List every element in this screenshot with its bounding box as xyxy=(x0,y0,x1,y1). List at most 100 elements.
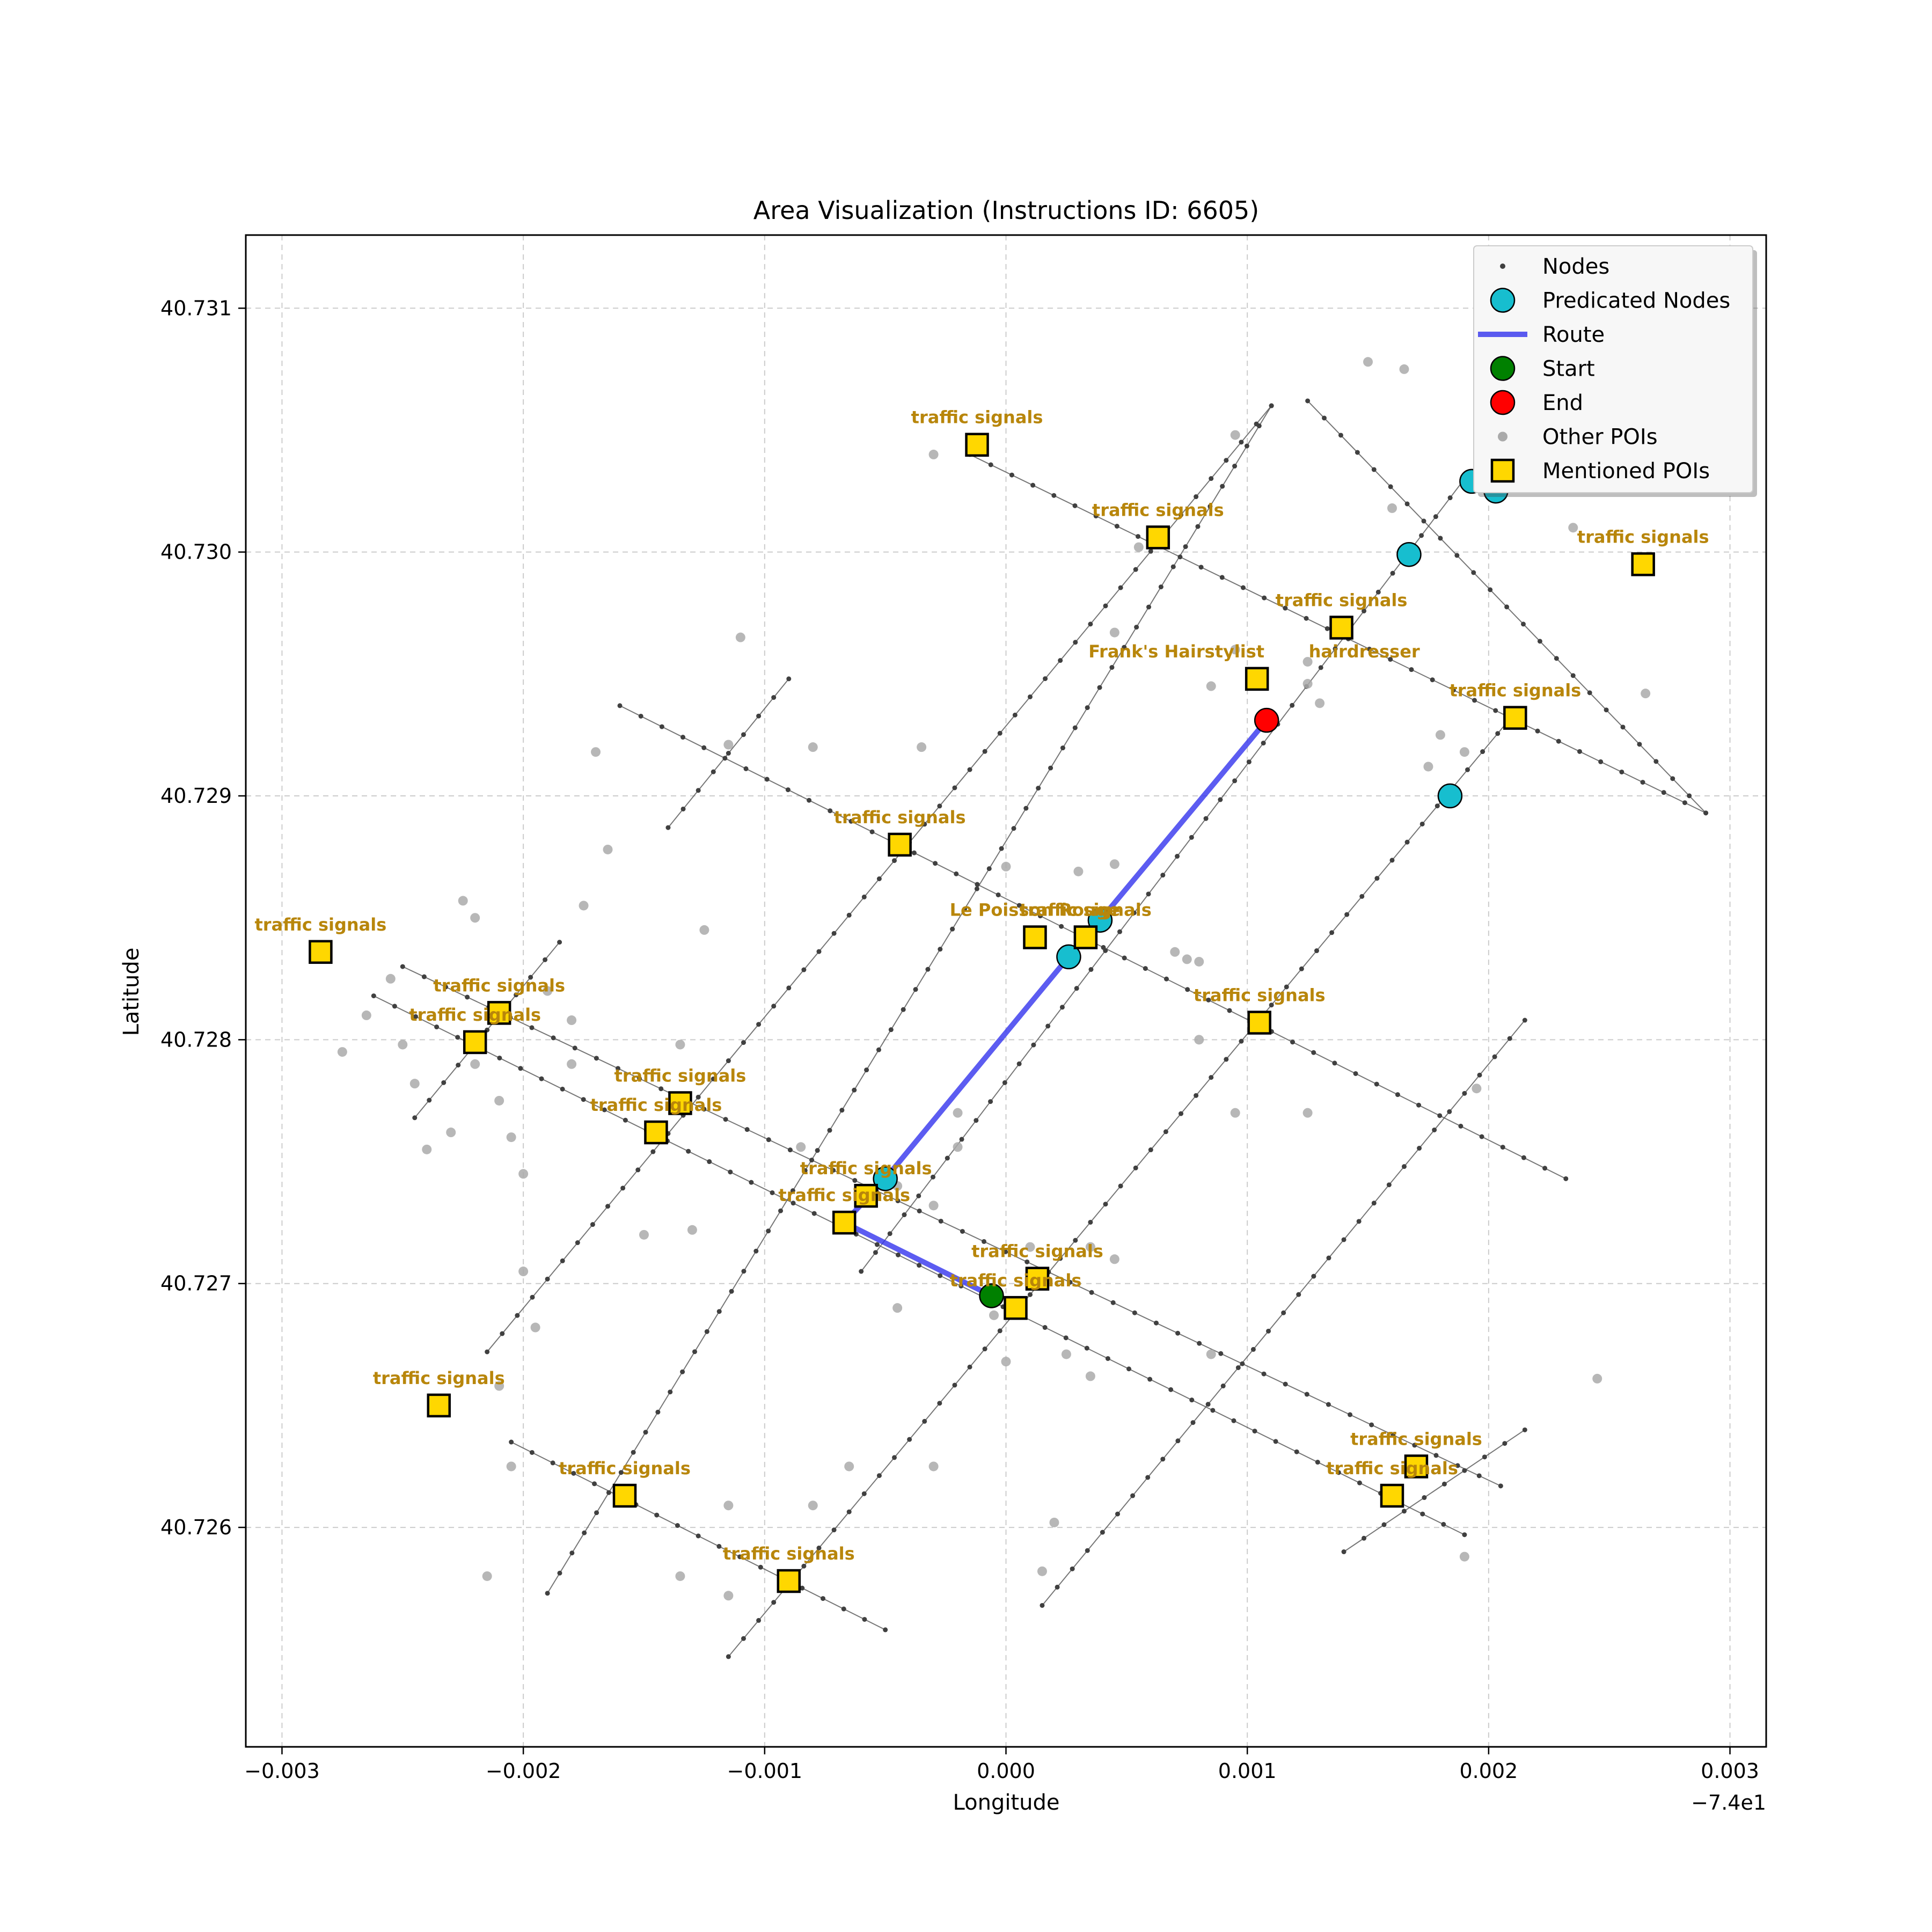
street-node xyxy=(931,1174,936,1180)
other-poi xyxy=(1641,689,1651,699)
street-node xyxy=(1687,793,1692,799)
street-node xyxy=(1042,1325,1048,1330)
street-node xyxy=(680,1369,685,1374)
street-node xyxy=(876,1047,881,1052)
street-node xyxy=(1433,514,1438,519)
street-node xyxy=(758,1564,763,1570)
other-poi xyxy=(723,1591,734,1601)
street-node xyxy=(1058,1256,1063,1261)
street-node xyxy=(766,1228,771,1234)
street-node xyxy=(1401,1509,1407,1514)
street-node xyxy=(916,1193,921,1198)
mentioned-poi-marker xyxy=(1004,1296,1028,1320)
street-node xyxy=(1170,564,1176,569)
street-node xyxy=(539,1076,544,1081)
other-poi xyxy=(446,1128,456,1138)
street-node xyxy=(1488,587,1493,592)
street-node xyxy=(896,1252,901,1257)
street-node xyxy=(1194,1093,1199,1098)
street-node xyxy=(1194,494,1199,500)
street-node xyxy=(631,1450,636,1455)
street-node xyxy=(1070,1566,1075,1571)
street-node xyxy=(618,1470,624,1475)
y-axis-label: Latitude xyxy=(119,948,144,1036)
mentioned-poi-marker xyxy=(463,1030,487,1055)
street-node xyxy=(1476,1473,1482,1479)
street-node xyxy=(1315,1460,1320,1465)
street-node xyxy=(1189,1397,1195,1403)
street-node xyxy=(786,676,792,682)
street-node xyxy=(952,1382,957,1388)
street-node xyxy=(485,1349,490,1355)
street-node xyxy=(809,1158,815,1163)
street-node xyxy=(997,1328,1002,1334)
mentioned-poi-label: traffic signals xyxy=(778,1185,910,1205)
street-node xyxy=(1502,1441,1507,1446)
other-poi xyxy=(1302,657,1313,667)
street-node xyxy=(922,1418,927,1424)
street-node xyxy=(1401,1164,1407,1169)
street-node xyxy=(1085,1548,1090,1553)
street-node xyxy=(1059,1005,1065,1010)
street-node xyxy=(958,1283,964,1289)
street-node xyxy=(1433,1453,1439,1458)
street-node xyxy=(1356,1219,1362,1224)
street-node xyxy=(937,803,942,809)
route-path xyxy=(841,718,1270,1299)
legend-label: Nodes xyxy=(1542,254,1609,279)
other-poi xyxy=(494,1381,504,1391)
street-node xyxy=(551,1035,556,1041)
other-poi xyxy=(1170,947,1180,957)
street-node xyxy=(1296,1292,1301,1297)
street-node xyxy=(1305,398,1311,404)
street-node xyxy=(741,1636,746,1641)
mentioned-poi-marker xyxy=(854,1183,878,1208)
mentioned-poi-label: hairdresser xyxy=(1309,641,1420,662)
street-node xyxy=(704,1329,709,1334)
legend-label: Mentioned POIs xyxy=(1542,459,1710,484)
street-node xyxy=(1261,1371,1267,1377)
legend-symbol-start xyxy=(1490,356,1516,381)
street-node xyxy=(602,1107,607,1113)
street-node xyxy=(1577,749,1582,754)
street-node xyxy=(1073,1238,1078,1243)
mentioned-poi-marker xyxy=(1329,616,1353,640)
street-node xyxy=(711,769,716,774)
mentioned-poi-marker xyxy=(612,1483,637,1508)
street-node xyxy=(1367,646,1372,652)
street-node xyxy=(1537,639,1542,644)
street-node xyxy=(1160,1457,1166,1462)
mentioned-poi-marker xyxy=(427,1393,451,1418)
other-poi xyxy=(1133,542,1144,552)
street-node xyxy=(1147,1377,1153,1382)
mentioned-poi-marker xyxy=(1025,1267,1050,1291)
street-node xyxy=(1362,1535,1367,1541)
street-node xyxy=(1479,1134,1484,1139)
street-node xyxy=(786,985,792,991)
street-node xyxy=(557,1570,562,1576)
x-axis-ticks: −0.003 −0.002 −0.001 0.000 0.001 0.002 0.003 xyxy=(244,1747,1759,1783)
street-node xyxy=(902,1212,907,1218)
street-node xyxy=(1422,1495,1427,1501)
legend-label: End xyxy=(1542,391,1583,415)
other-poi xyxy=(1085,1371,1095,1381)
street-node xyxy=(753,1248,759,1254)
street-node xyxy=(1089,1290,1094,1295)
other-poi xyxy=(1230,645,1240,655)
other-poi xyxy=(422,1144,432,1154)
street-node xyxy=(1653,759,1659,764)
street-node xyxy=(1281,1310,1286,1315)
street-node xyxy=(1504,604,1510,610)
street-node xyxy=(1136,534,1141,539)
street-node xyxy=(737,1554,743,1560)
street-node xyxy=(530,1294,535,1300)
street-node xyxy=(1246,759,1252,765)
street-node xyxy=(974,1118,979,1123)
street-node xyxy=(1133,1165,1138,1170)
street-node xyxy=(827,1128,832,1133)
street-node xyxy=(925,967,931,972)
street-node xyxy=(1055,1584,1060,1590)
street-node xyxy=(655,1409,661,1415)
street-node xyxy=(1416,1102,1422,1108)
